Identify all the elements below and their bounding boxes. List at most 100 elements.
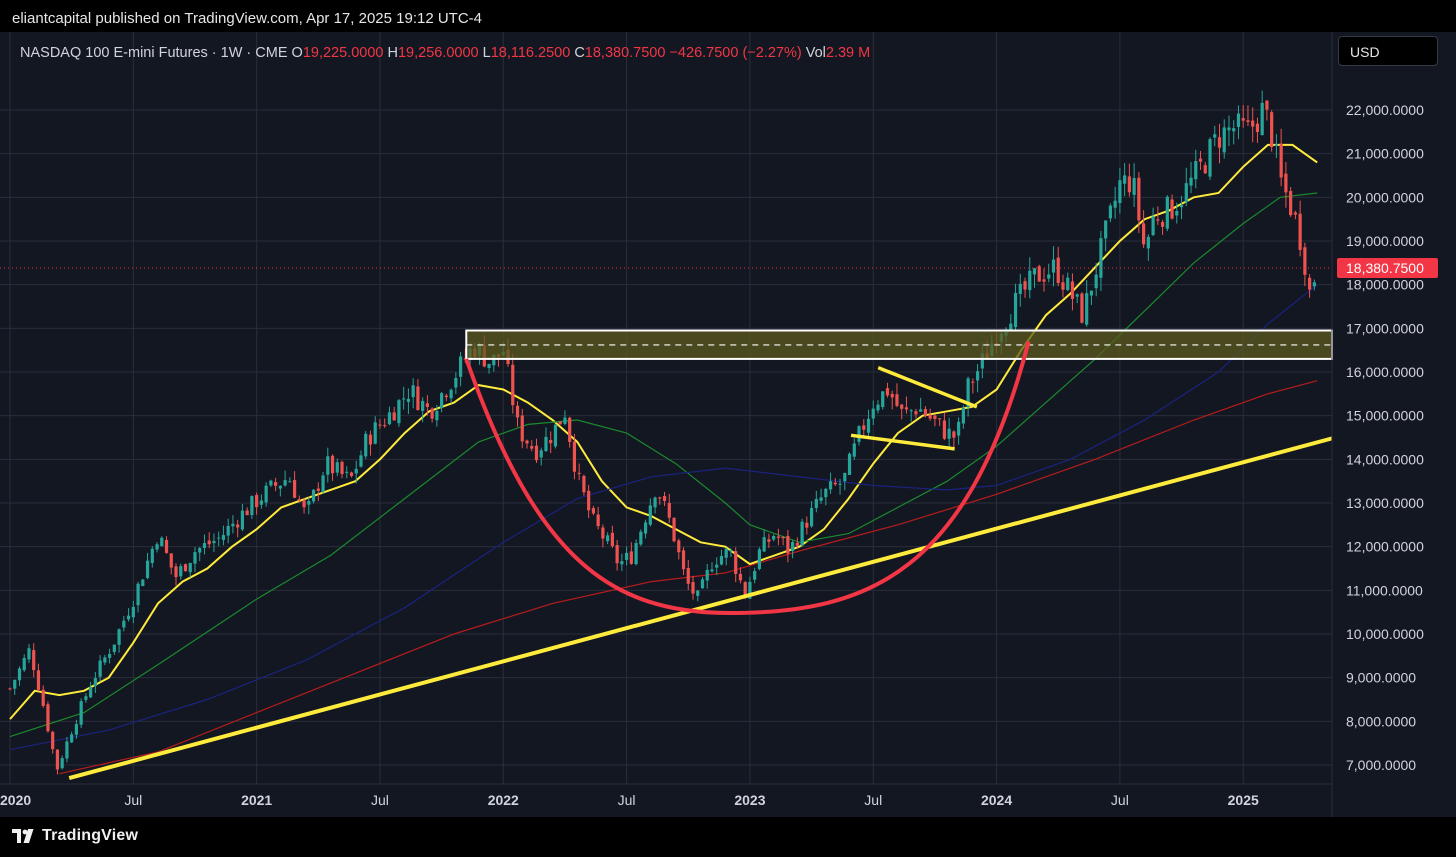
candle-body	[852, 443, 856, 457]
candle-body	[160, 537, 164, 547]
candle-body	[136, 583, 140, 606]
candle-body	[833, 482, 837, 485]
y-tick-label: 15,000.0000	[1346, 408, 1424, 424]
candle-body	[458, 356, 463, 377]
candle-body	[1284, 173, 1288, 193]
candle-body	[1047, 274, 1051, 279]
brand-name: TradingView	[42, 827, 139, 844]
candle-body	[582, 475, 586, 493]
candle-body	[719, 555, 724, 565]
y-tick-label: 13,000.0000	[1346, 495, 1424, 511]
candle-body	[980, 353, 984, 369]
candle-body	[60, 758, 64, 769]
candle-body	[729, 550, 733, 552]
candle-body	[183, 564, 188, 572]
candle-body	[686, 567, 690, 584]
y-tick-label: 7,000.0000	[1346, 757, 1416, 773]
candle-body	[1089, 290, 1094, 296]
candle-body	[435, 410, 439, 421]
candle-body	[530, 446, 534, 449]
candle-body	[681, 550, 686, 570]
candle-body	[724, 548, 728, 558]
candle-body	[710, 569, 714, 572]
candle-body	[1075, 294, 1079, 297]
candle-body	[615, 545, 619, 564]
candle-body	[705, 569, 709, 581]
y-tick-label: 10,000.0000	[1346, 626, 1424, 642]
candle-body	[933, 415, 937, 419]
candle-body	[383, 425, 387, 427]
candle-body	[117, 629, 121, 645]
candle-body	[1208, 139, 1212, 177]
candle-body	[1312, 282, 1316, 287]
candle-body	[212, 541, 216, 544]
symbol-legend[interactable]: NASDAQ 100 E-mini Futures · 1W · CME O19…	[20, 45, 870, 61]
x-tick-label: Jul	[371, 792, 389, 808]
y-tick-label: 12,000.0000	[1346, 539, 1424, 555]
candle-body	[221, 535, 226, 540]
candle-body	[544, 436, 548, 451]
candle-body	[572, 441, 577, 472]
candle-body	[966, 378, 970, 408]
candle-body	[41, 689, 45, 706]
candle-body	[1189, 177, 1193, 186]
low-value: 18,116.2500	[490, 45, 571, 61]
price-chart[interactable]: 7,000.0000 8,000.0000 9,000.0000 10,000.000…	[0, 32, 1456, 817]
candle-body	[1293, 212, 1297, 215]
candle-body	[1198, 158, 1203, 162]
candle-body	[753, 570, 757, 580]
candle-body	[805, 522, 809, 528]
candle-body	[1203, 165, 1207, 174]
y-tick-label: 16,000.0000	[1346, 364, 1424, 380]
candle-body	[1108, 205, 1113, 219]
candle-body	[202, 543, 207, 549]
candle-body	[620, 561, 624, 565]
candle-body	[316, 488, 320, 491]
candle-body	[245, 510, 249, 516]
candle-body	[1051, 259, 1056, 273]
candle-body	[596, 514, 600, 527]
annotations	[0, 267, 1334, 781]
candle-body	[207, 540, 211, 545]
candle-body	[292, 480, 297, 498]
candle-body	[658, 497, 662, 499]
candle-body	[1061, 282, 1065, 290]
grid	[0, 32, 1332, 784]
candle-body	[8, 688, 12, 690]
candle-body	[563, 417, 567, 424]
y-tick-label: 18,000.0000	[1346, 277, 1424, 293]
candle-body	[1184, 183, 1188, 203]
candle-body	[610, 532, 614, 547]
candle-body	[1279, 143, 1283, 178]
trendline	[68, 436, 1333, 781]
moving-average-line	[59, 380, 1318, 775]
change-value: −426.7500 (−2.27%)	[669, 45, 802, 61]
high-value: 19,256.0000	[397, 45, 479, 61]
chart-panel[interactable]: 7,000.0000 8,000.0000 9,000.0000 10,000.000…	[0, 32, 1456, 817]
candle-body	[885, 388, 890, 396]
candle-body	[1260, 102, 1264, 136]
candle-body	[772, 536, 776, 540]
candle-body	[126, 615, 131, 620]
last-price-label: 18,380.7500	[1346, 260, 1424, 276]
candle-body	[164, 539, 169, 553]
candle-body	[1179, 205, 1184, 208]
open-value: 19,225.0000	[302, 45, 384, 61]
candle-body	[349, 472, 354, 477]
candle-body	[776, 536, 780, 538]
tradingview-brand[interactable]: TradingView	[12, 827, 138, 845]
candle-body	[22, 657, 26, 671]
candle-body	[359, 455, 363, 467]
candle-body	[900, 404, 904, 409]
candle-body	[819, 497, 823, 501]
candle-body	[335, 462, 339, 473]
candle-body	[1165, 196, 1169, 229]
candle-body	[311, 489, 316, 502]
candle-body	[368, 434, 373, 445]
candle-body	[795, 542, 799, 546]
currency-button[interactable]: USD	[1338, 36, 1438, 66]
candle-body	[217, 537, 221, 539]
candle-body	[606, 535, 610, 542]
candle-body	[1270, 112, 1274, 148]
candle-body	[847, 453, 852, 475]
